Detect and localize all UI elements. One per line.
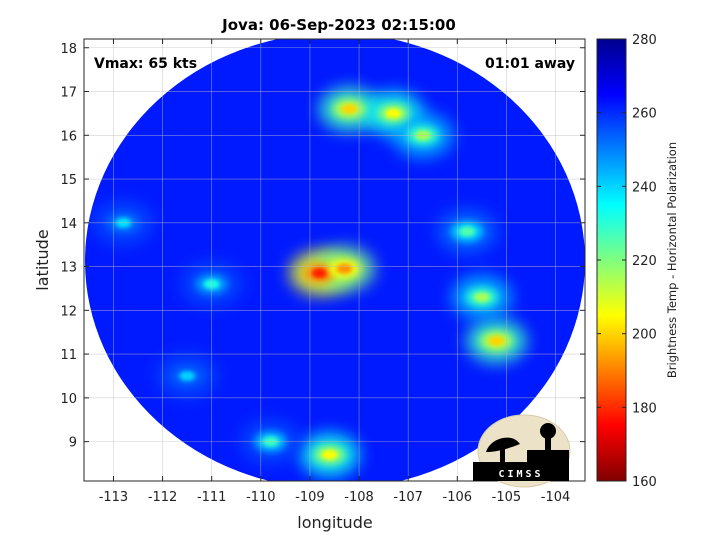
- colorbar-tick-label: 220: [632, 254, 657, 269]
- x-tick-label: -105: [492, 490, 522, 505]
- y-tick-label: 17: [60, 86, 77, 101]
- axes-frame: [83, 38, 586, 482]
- x-axis-ticks: -113 -112 -111 -110 -109 -108 -107 -106 -105 -104: [99, 39, 571, 505]
- feature-core: [336, 263, 353, 274]
- y-tick-label: 16: [60, 129, 77, 144]
- y-axis-ticks: 9 10 11 12 13 14 15 16 17 18: [60, 42, 585, 451]
- colorbar-tick-label: 160: [632, 475, 657, 490]
- y-tick-label: 15: [60, 173, 77, 188]
- colorbar: 160 180 200 220 240 260 280 Brightness Temp - …: [596, 33, 679, 490]
- y-tick-label: 12: [60, 304, 77, 319]
- colorbar-tick-label: 200: [632, 328, 657, 343]
- chart-title: Jova: 06-Sep-2023 02:15:00: [221, 16, 456, 34]
- colorbar-tick-label: 260: [632, 107, 657, 122]
- logo-base: [473, 462, 569, 481]
- colorbar-gradient: [596, 38, 627, 482]
- x-tick-label: -109: [295, 490, 325, 505]
- x-tick-label: -110: [246, 490, 276, 505]
- colorbar-tick-label: 180: [632, 401, 657, 416]
- satellite-dish-icon: [486, 437, 520, 452]
- building-icon: [527, 450, 569, 463]
- colorbar-label: Brightness Temp - Horizontal Polarizatio…: [665, 142, 679, 378]
- feature-core: [385, 108, 402, 119]
- vmax-annotation: Vmax: 65 kts: [94, 56, 197, 72]
- feature-core: [473, 292, 490, 303]
- colorbar-tick-label: 240: [632, 180, 657, 195]
- feature-core: [321, 449, 338, 460]
- x-tick-label: -113: [99, 490, 129, 505]
- y-tick-label: 18: [60, 42, 77, 57]
- y-tick-label: 9: [69, 436, 77, 451]
- y-axis-label: latitude: [33, 229, 52, 290]
- x-tick-label: -111: [197, 490, 227, 505]
- x-tick-label: -106: [443, 490, 473, 505]
- water-tower-icon: [540, 423, 556, 439]
- y-tick-label: 14: [60, 217, 77, 232]
- dish-stand-icon: [500, 447, 505, 463]
- feature-core: [341, 104, 358, 115]
- y-tick-label: 13: [60, 261, 77, 276]
- time-offset-annotation: 01:01 away: [485, 56, 575, 72]
- x-tick-label: -108: [344, 490, 374, 505]
- colorbar-tick-label: 280: [632, 33, 657, 48]
- x-tick-label: -112: [148, 490, 178, 505]
- feature-core: [488, 335, 505, 346]
- x-tick-label: -104: [541, 490, 571, 505]
- colorbar-ticks: 160 180 200 220 240 260 280: [597, 33, 657, 490]
- feature-core: [179, 370, 196, 381]
- y-tick-label: 10: [60, 392, 77, 407]
- x-tick-label: -107: [393, 490, 423, 505]
- feature-core: [459, 226, 476, 237]
- x-axis-label: longitude: [297, 513, 372, 532]
- logo-text: CIMSS: [498, 469, 543, 480]
- y-tick-label: 11: [60, 348, 77, 363]
- feature-core: [311, 268, 328, 279]
- cimss-logo: CIMSS: [473, 414, 571, 488]
- grid: [84, 39, 585, 481]
